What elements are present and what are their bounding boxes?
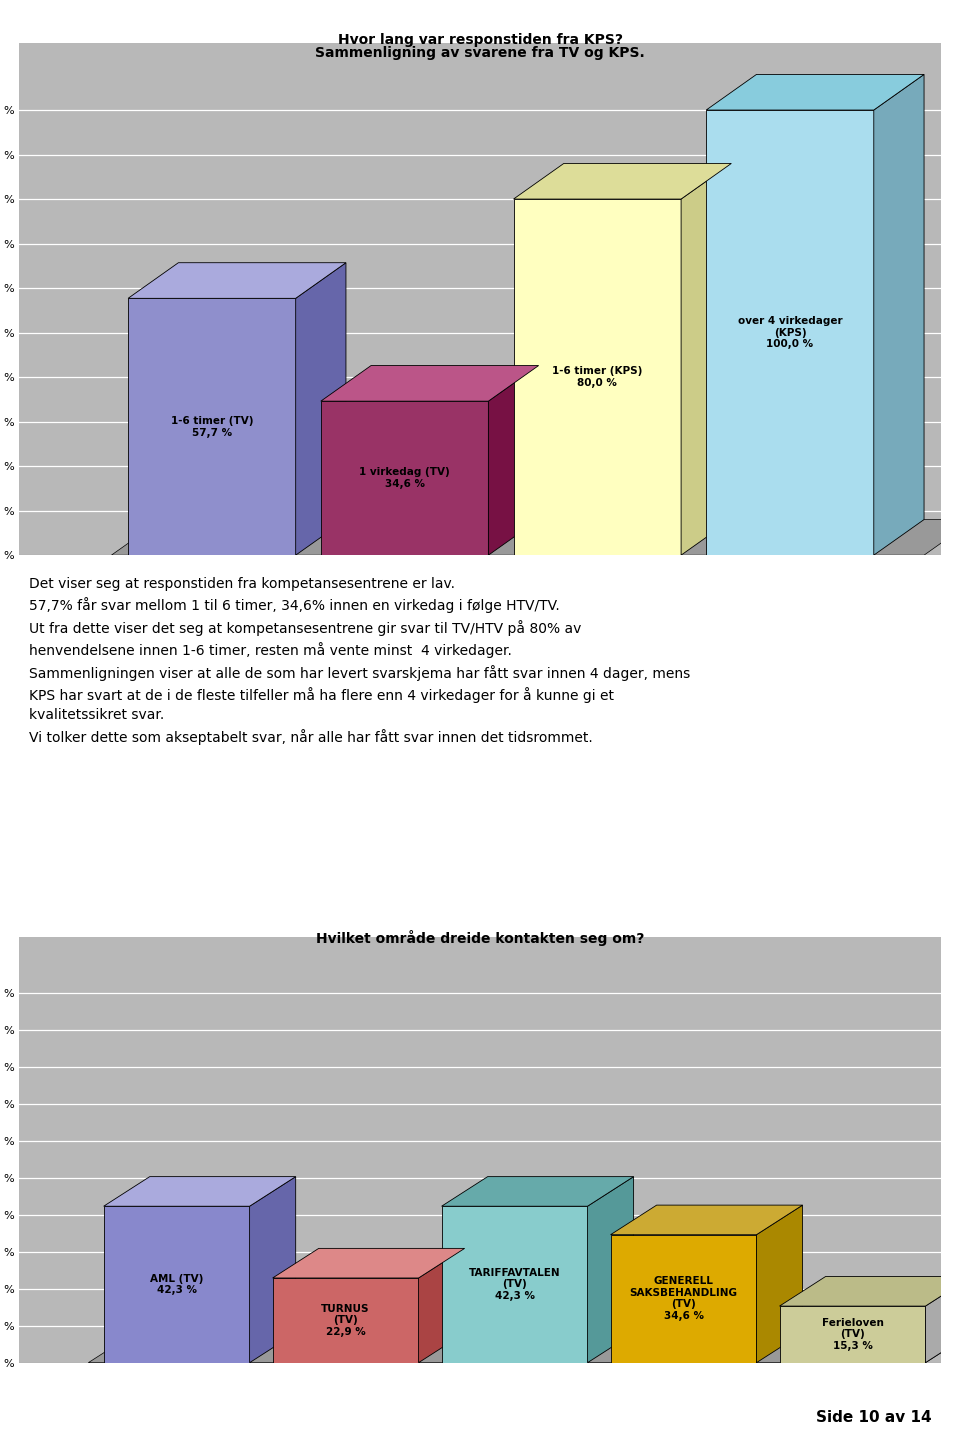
Polygon shape xyxy=(128,262,346,298)
Bar xyxy=(273,1278,419,1363)
Polygon shape xyxy=(250,1177,296,1363)
Polygon shape xyxy=(489,365,539,555)
Bar xyxy=(611,1234,756,1363)
Text: 1-6 timer (KPS)
80,0 %: 1-6 timer (KPS) 80,0 % xyxy=(552,366,642,388)
Text: 1 virkedag (TV)
34,6 %: 1 virkedag (TV) 34,6 % xyxy=(359,467,450,489)
Polygon shape xyxy=(111,519,960,555)
Polygon shape xyxy=(874,75,924,555)
Polygon shape xyxy=(756,1206,803,1363)
Text: Det viser seg at responstiden fra kompetansesentrene er lav.
57,7% får svar mell: Det viser seg at responstiden fra kompet… xyxy=(29,577,690,746)
Bar xyxy=(321,401,489,555)
Text: AML (TV)
42,3 %: AML (TV) 42,3 % xyxy=(150,1273,204,1295)
Polygon shape xyxy=(321,365,539,401)
Polygon shape xyxy=(273,1249,465,1278)
Bar xyxy=(707,110,874,555)
Polygon shape xyxy=(588,1177,634,1363)
Polygon shape xyxy=(104,1177,296,1206)
Bar xyxy=(780,1306,925,1363)
Polygon shape xyxy=(419,1249,465,1363)
Text: Hvilket område dreide kontakten seg om?: Hvilket område dreide kontakten seg om? xyxy=(316,930,644,946)
Text: Sammenligning av svarene fra TV og KPS.: Sammenligning av svarene fra TV og KPS. xyxy=(315,46,645,61)
Text: over 4 virkedager
(KPS)
100,0 %: over 4 virkedager (KPS) 100,0 % xyxy=(737,316,842,349)
Text: TURNUS
(TV)
22,9 %: TURNUS (TV) 22,9 % xyxy=(322,1304,370,1337)
Polygon shape xyxy=(442,1177,634,1206)
Polygon shape xyxy=(707,75,924,110)
Text: 1-6 timer (TV)
57,7 %: 1-6 timer (TV) 57,7 % xyxy=(171,415,253,437)
Text: Hvor lang var responstiden fra KPS?: Hvor lang var responstiden fra KPS? xyxy=(338,33,622,48)
Bar xyxy=(128,298,296,555)
Polygon shape xyxy=(681,163,732,555)
Polygon shape xyxy=(925,1276,960,1363)
Polygon shape xyxy=(514,163,732,199)
Polygon shape xyxy=(296,262,346,555)
Text: GENERELL
SAKSBEHANDLING
(TV)
34,6 %: GENERELL SAKSBEHANDLING (TV) 34,6 % xyxy=(630,1276,737,1321)
Bar xyxy=(442,1206,588,1363)
Polygon shape xyxy=(780,1276,960,1306)
Text: Ferieloven
(TV)
15,3 %: Ferieloven (TV) 15,3 % xyxy=(822,1318,883,1351)
Polygon shape xyxy=(611,1206,803,1234)
Polygon shape xyxy=(88,1332,960,1363)
Bar xyxy=(104,1206,250,1363)
Text: Side 10 av 14: Side 10 av 14 xyxy=(816,1410,931,1425)
Bar xyxy=(514,199,681,555)
Text: TARIFFAVTALEN
(TV)
42,3 %: TARIFFAVTALEN (TV) 42,3 % xyxy=(468,1268,561,1301)
